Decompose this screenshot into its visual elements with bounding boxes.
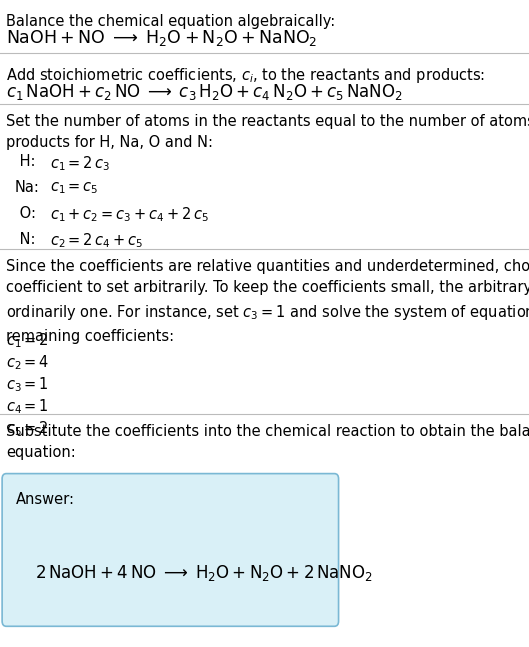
Text: $\mathregular{NaOH + NO} \;\longrightarrow\; \mathregular{H_2O + N_2O + NaNO_2}$: $\mathregular{NaOH + NO} \;\longrightarr… [6, 28, 318, 49]
Text: O:: O: [15, 206, 36, 221]
Text: Since the coefficients are relative quantities and underdetermined, choose a
coe: Since the coefficients are relative quan… [6, 259, 529, 344]
Text: $c_5 = 2$: $c_5 = 2$ [6, 419, 49, 438]
Text: Balance the chemical equation algebraically:: Balance the chemical equation algebraica… [6, 14, 335, 29]
Text: $c_2 = 2\,c_4 + c_5$: $c_2 = 2\,c_4 + c_5$ [50, 232, 143, 250]
Text: Set the number of atoms in the reactants equal to the number of atoms in the
pro: Set the number of atoms in the reactants… [6, 114, 529, 151]
Text: $c_1\,\mathregular{NaOH} + c_2\,\mathregular{NO} \;\longrightarrow\; c_3\,\mathr: $c_1\,\mathregular{NaOH} + c_2\,\mathreg… [6, 82, 403, 102]
Text: $c_1 = 2\,c_3$: $c_1 = 2\,c_3$ [50, 154, 111, 173]
Text: Substitute the coefficients into the chemical reaction to obtain the balanced
eq: Substitute the coefficients into the che… [6, 424, 529, 461]
Text: $c_3 = 1$: $c_3 = 1$ [6, 375, 49, 394]
Text: $c_4 = 1$: $c_4 = 1$ [6, 397, 49, 416]
Text: H:: H: [15, 154, 35, 169]
Text: $c_1 = 2$: $c_1 = 2$ [6, 331, 49, 350]
Text: $2\,\mathregular{NaOH} + 4\,\mathregular{NO} \;\longrightarrow\; \mathregular{H_: $2\,\mathregular{NaOH} + 4\,\mathregular… [35, 563, 373, 582]
Text: Add stoichiometric coefficients, $c_i$, to the reactants and products:: Add stoichiometric coefficients, $c_i$, … [6, 66, 486, 85]
FancyBboxPatch shape [2, 474, 339, 626]
Text: N:: N: [15, 232, 35, 247]
Text: $c_1 + c_2 = c_3 + c_4 + 2\,c_5$: $c_1 + c_2 = c_3 + c_4 + 2\,c_5$ [50, 206, 209, 225]
Text: Answer:: Answer: [16, 492, 75, 507]
Text: $c_2 = 4$: $c_2 = 4$ [6, 353, 50, 372]
Text: Na:: Na: [15, 180, 40, 195]
Text: $c_1 = c_5$: $c_1 = c_5$ [50, 180, 99, 195]
